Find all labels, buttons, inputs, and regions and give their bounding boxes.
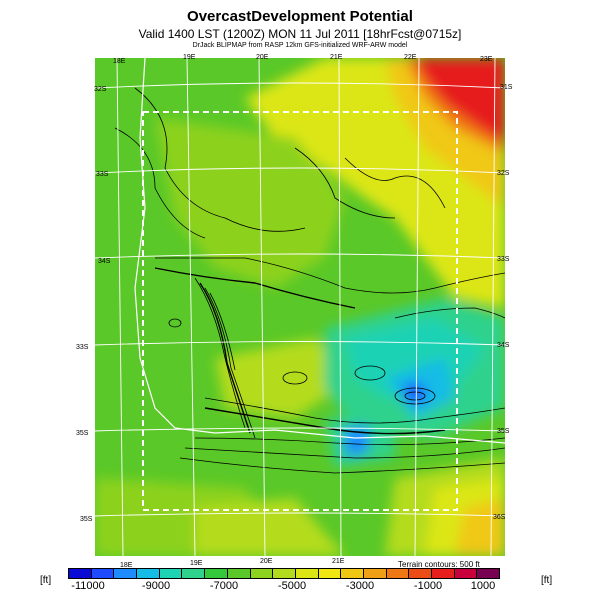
lon-label-bottom: 18E [120,562,133,569]
colorbar-swatch [454,569,478,578]
lat-label-left: 32S [94,86,107,93]
lat-lon-grid [95,58,505,556]
colorbar-swatch [91,569,115,578]
colorbar-label: -7000 [209,580,239,592]
coastline [134,58,505,444]
lon-label-top: 19E [183,54,196,61]
lat-label-left: 33S [96,171,109,178]
lat-label-right: 36S [493,514,506,521]
lon-label-top: 20E [256,54,269,61]
colorbar-label: -9000 [141,580,171,592]
potential-field [95,58,505,556]
lat-label-right: 31S [500,84,513,91]
colorbar-swatch [295,569,319,578]
lat-label-right: 35S [497,428,510,435]
colorbar-label: -11000 [71,580,105,592]
colorbar-label: -1000 [413,580,443,592]
lat-label-left: 34S [98,258,111,265]
colorbar-swatch [341,569,364,578]
colorbar-unit-right: [ft] [541,575,553,586]
forecast-map [95,58,505,556]
lat-label-left: 35S [76,430,89,437]
colorbar-swatch [137,569,160,578]
lon-label-top: 23E [480,56,493,63]
colorbar-swatch [273,569,296,578]
lat-label-right: 33S [497,256,510,263]
terrain-contour-note: Terrain contours: 500 ft [398,560,480,569]
colorbar-swatch [386,569,410,578]
colorbar-swatch [69,569,92,578]
colorbar-swatch [318,569,342,578]
colorbar-swatch [227,569,251,578]
valid-time-subtitle: Valid 1400 LST (1200Z) MON 11 Jul 2011 [… [138,27,462,41]
colorbar-swatch [477,569,500,578]
colorbar-swatch [159,569,183,578]
lat-label-left: 35S [80,516,93,523]
lon-label-top: 22E [404,54,417,61]
colorbar-swatch [432,569,455,578]
lat-label-right: 32S [497,170,510,177]
lon-label-bottom: 20E [260,558,273,565]
colorbar-label: -5000 [277,580,307,592]
map-title: OvercastDevelopment Potential [187,8,413,25]
lon-label-bottom: 19E [190,560,203,567]
colorbar [68,568,500,579]
terrain-contours [114,87,505,474]
model-credit: DrJack BLIPMAP from RASP 12km GFS-initia… [192,42,408,49]
colorbar-swatch [182,569,206,578]
inner-domain-box [142,111,458,511]
lat-label-right: 34S [497,342,510,349]
colorbar-swatch [114,569,138,578]
lat-label-left: 33S [76,344,89,351]
colorbar-swatch [250,569,274,578]
colorbar-swatch [363,569,387,578]
colorbar-label: 1000 [470,580,496,592]
colorbar-label: -3000 [345,580,375,592]
colorbar-unit-left: [ft] [40,575,52,586]
lon-label-top: 21E [330,54,343,61]
lon-label-top: 18E [113,58,126,65]
lon-label-bottom: 21E [332,558,345,565]
colorbar-swatch [409,569,432,578]
colorbar-swatch [205,569,228,578]
